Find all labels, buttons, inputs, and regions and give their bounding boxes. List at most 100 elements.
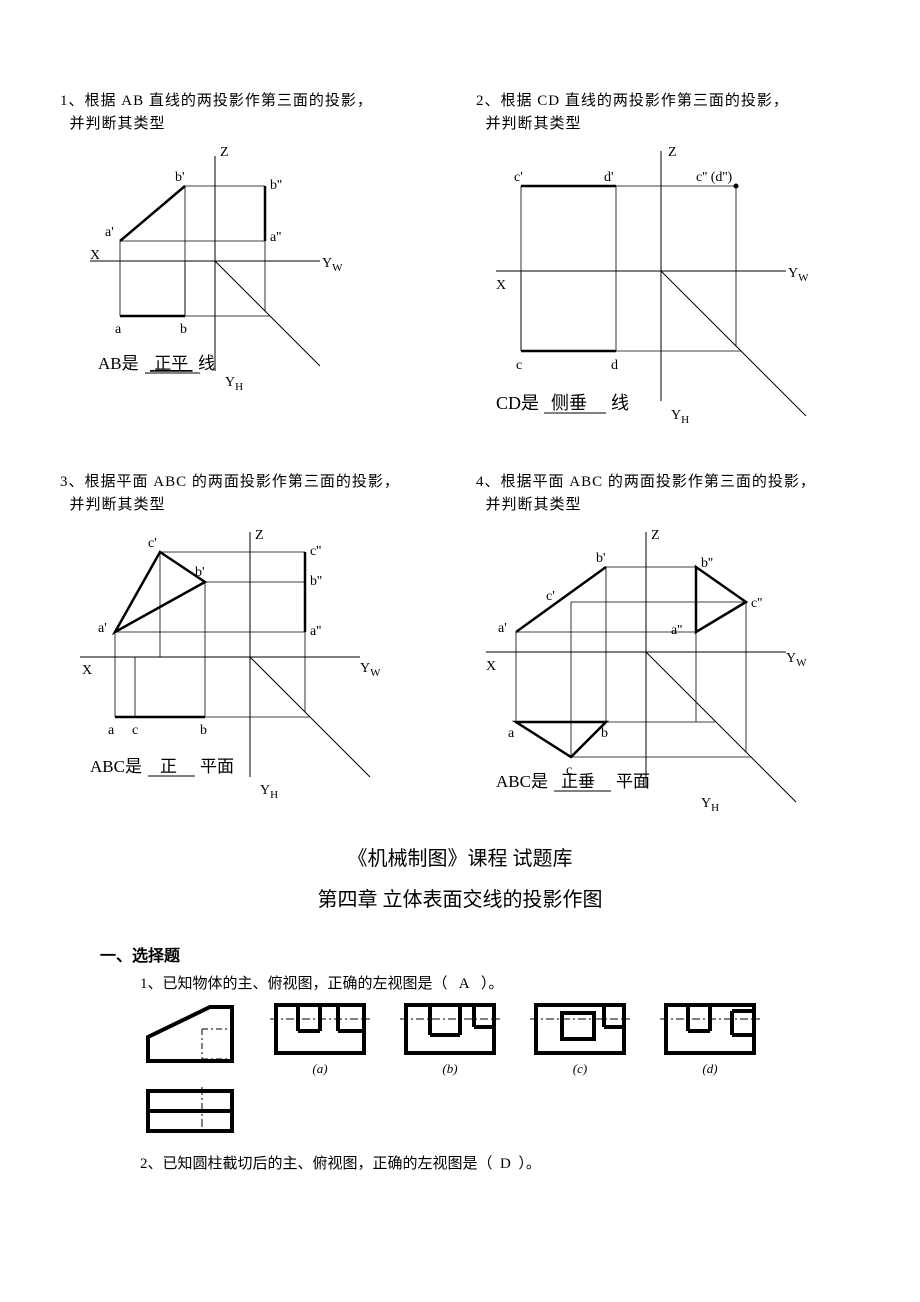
svg-text:d': d': [604, 170, 614, 185]
svg-text:a'': a'': [310, 624, 321, 639]
mc2-text-post: ）。: [518, 1156, 541, 1172]
mc1-opt-b-label: (b): [400, 1061, 500, 1077]
svg-text:b': b': [175, 170, 185, 185]
svg-text:c'' (d''): c'' (d''): [696, 170, 732, 185]
svg-text:正垂: 正垂: [561, 772, 595, 791]
svg-text:c': c': [546, 589, 555, 604]
svg-text:Z: Z: [668, 145, 677, 160]
svg-text:YH: YH: [671, 408, 689, 426]
svg-text:YH: YH: [225, 375, 243, 393]
mc-question-2: 2、已知圆柱截切后的主、俯视图，正确的左视图是（ D ）。: [140, 1152, 860, 1173]
q3-line1: 3、根据平面 ABC 的两面投影作第三面的投影，: [60, 474, 400, 490]
question-2: 2、根据 CD 直线的两投影作第三面的投影， 并判断其类型: [476, 90, 860, 441]
section-heading: 一、选择题: [100, 942, 860, 966]
question-3: 3、根据平面 ABC 的两面投影作第三面的投影， 并判断其类型: [60, 471, 444, 812]
q1-prompt: 1、根据 AB 直线的两投影作第三面的投影， 并判断其类型: [60, 90, 444, 135]
mc1-opt-c-label: (c): [530, 1061, 630, 1077]
svg-text:b'': b'': [270, 178, 282, 193]
svg-text:YH: YH: [260, 783, 278, 801]
q3-diagram: Z X YW YH c' b' a' c'' b'' a'' a c b ABC…: [60, 522, 400, 802]
mc1-given-top: [140, 1083, 860, 1138]
svg-text:b: b: [601, 726, 608, 741]
mc1-text-post: ）。: [481, 976, 504, 992]
svg-text:a': a': [105, 225, 114, 240]
svg-text:a: a: [115, 322, 122, 337]
svg-text:Z: Z: [255, 528, 264, 543]
svg-text:YW: YW: [788, 266, 809, 284]
svg-text:X: X: [486, 659, 496, 674]
svg-text:a'': a'': [671, 623, 682, 638]
q2-line1: 2、根据 CD 直线的两投影作第三面的投影，: [476, 93, 789, 109]
svg-text:YW: YW: [786, 651, 807, 669]
q2-line2: 并判断其类型: [486, 116, 582, 132]
svg-text:c: c: [516, 358, 522, 373]
svg-text:b'': b'': [701, 556, 713, 571]
svg-text:AB是: AB是: [98, 354, 139, 373]
q4-line1: 4、根据平面 ABC 的两面投影作第三面的投影，: [476, 474, 816, 490]
q2-prompt: 2、根据 CD 直线的两投影作第三面的投影， 并判断其类型: [476, 90, 860, 135]
q1-line1: 1、根据 AB 直线的两投影作第三面的投影，: [60, 93, 373, 109]
q1-diagram: Z X YW YH b' b'' a' a'' a b AB是 正平 线: [60, 141, 360, 411]
svg-text:c'': c'': [751, 596, 762, 611]
svg-text:侧垂: 侧垂: [551, 393, 587, 413]
chapter-title: 第四章 立体表面交线的投影作图: [60, 883, 860, 912]
svg-text:a: a: [108, 723, 115, 738]
q4-diagram: Z X YW YH b' c' a' b'' c'' a'' a b c ABC…: [476, 522, 836, 812]
mc2-text-pre: 2、已知圆柱截切后的主、俯视图，正确的左视图是（: [140, 1156, 493, 1172]
mc1-option-d: (d): [660, 999, 760, 1077]
svg-text:YH: YH: [701, 796, 719, 812]
page: 1、根据 AB 直线的两投影作第三面的投影， 并判断其类型: [0, 0, 920, 1219]
svg-text:正平: 正平: [150, 354, 193, 373]
svg-text:a: a: [508, 726, 515, 741]
svg-text:b': b': [195, 565, 205, 580]
svg-text:Z: Z: [651, 528, 660, 543]
svg-text:c'': c'': [310, 544, 321, 559]
svg-text:ABC是: ABC是: [496, 772, 548, 791]
svg-text:线: 线: [198, 354, 215, 373]
mc1-option-c: (c): [530, 999, 630, 1077]
svg-text:线: 线: [611, 393, 629, 413]
row-q1-q2: 1、根据 AB 直线的两投影作第三面的投影， 并判断其类型: [60, 90, 860, 441]
svg-text:a'': a'': [270, 230, 281, 245]
mc1-given-front: [140, 999, 240, 1069]
svg-text:平面: 平面: [616, 772, 650, 791]
svg-text:ABC是: ABC是: [90, 757, 142, 776]
svg-text:c': c': [514, 170, 523, 185]
svg-text:b'': b'': [310, 574, 322, 589]
svg-text:b: b: [180, 322, 187, 337]
question-4: 4、根据平面 ABC 的两面投影作第三面的投影， 并判断其类型: [476, 471, 860, 812]
row-q3-q4: 3、根据平面 ABC 的两面投影作第三面的投影， 并判断其类型: [60, 471, 860, 812]
q1-line2: 并判断其类型: [70, 116, 166, 132]
svg-text:X: X: [82, 663, 92, 678]
svg-text:YW: YW: [360, 661, 381, 679]
q4-prompt: 4、根据平面 ABC 的两面投影作第三面的投影， 并判断其类型: [476, 471, 860, 516]
svg-text:平面: 平面: [200, 757, 234, 776]
svg-text:c': c': [148, 536, 157, 551]
mc1-answer: A: [459, 976, 470, 992]
svg-text:a': a': [498, 621, 507, 636]
svg-text:b: b: [200, 723, 207, 738]
mc1-text-pre: 1、已知物体的主、俯视图，正确的左视图是（: [140, 976, 448, 992]
svg-text:YW: YW: [322, 256, 343, 274]
q3-prompt: 3、根据平面 ABC 的两面投影作第三面的投影， 并判断其类型: [60, 471, 444, 516]
svg-text:d: d: [611, 358, 618, 373]
mc-question-1: 1、已知物体的主、俯视图，正确的左视图是（ A ）。: [140, 972, 860, 993]
mc1-option-a: (a): [270, 999, 370, 1077]
mc1-option-b: (b): [400, 999, 500, 1077]
q3-line2: 并判断其类型: [70, 497, 166, 513]
svg-text:a': a': [98, 621, 107, 636]
q2-diagram: Z X YW YH c' d' c'' (d'') c d CD是 侧垂 线: [476, 141, 836, 441]
svg-text:c: c: [132, 723, 138, 738]
svg-text:X: X: [496, 278, 506, 293]
course-title: 《机械制图》课程 试题库: [60, 842, 860, 871]
svg-text:Z: Z: [220, 145, 229, 160]
svg-text:X: X: [90, 248, 100, 263]
mc1-opt-a-label: (a): [270, 1061, 370, 1077]
svg-text:CD是: CD是: [496, 393, 539, 413]
q4-line2: 并判断其类型: [486, 497, 582, 513]
svg-text:b': b': [596, 551, 606, 566]
mc1-opt-d-label: (d): [660, 1061, 760, 1077]
mc2-answer: D: [500, 1156, 511, 1172]
mc1-figures: (a) (b): [140, 999, 860, 1077]
question-1: 1、根据 AB 直线的两投影作第三面的投影， 并判断其类型: [60, 90, 444, 441]
